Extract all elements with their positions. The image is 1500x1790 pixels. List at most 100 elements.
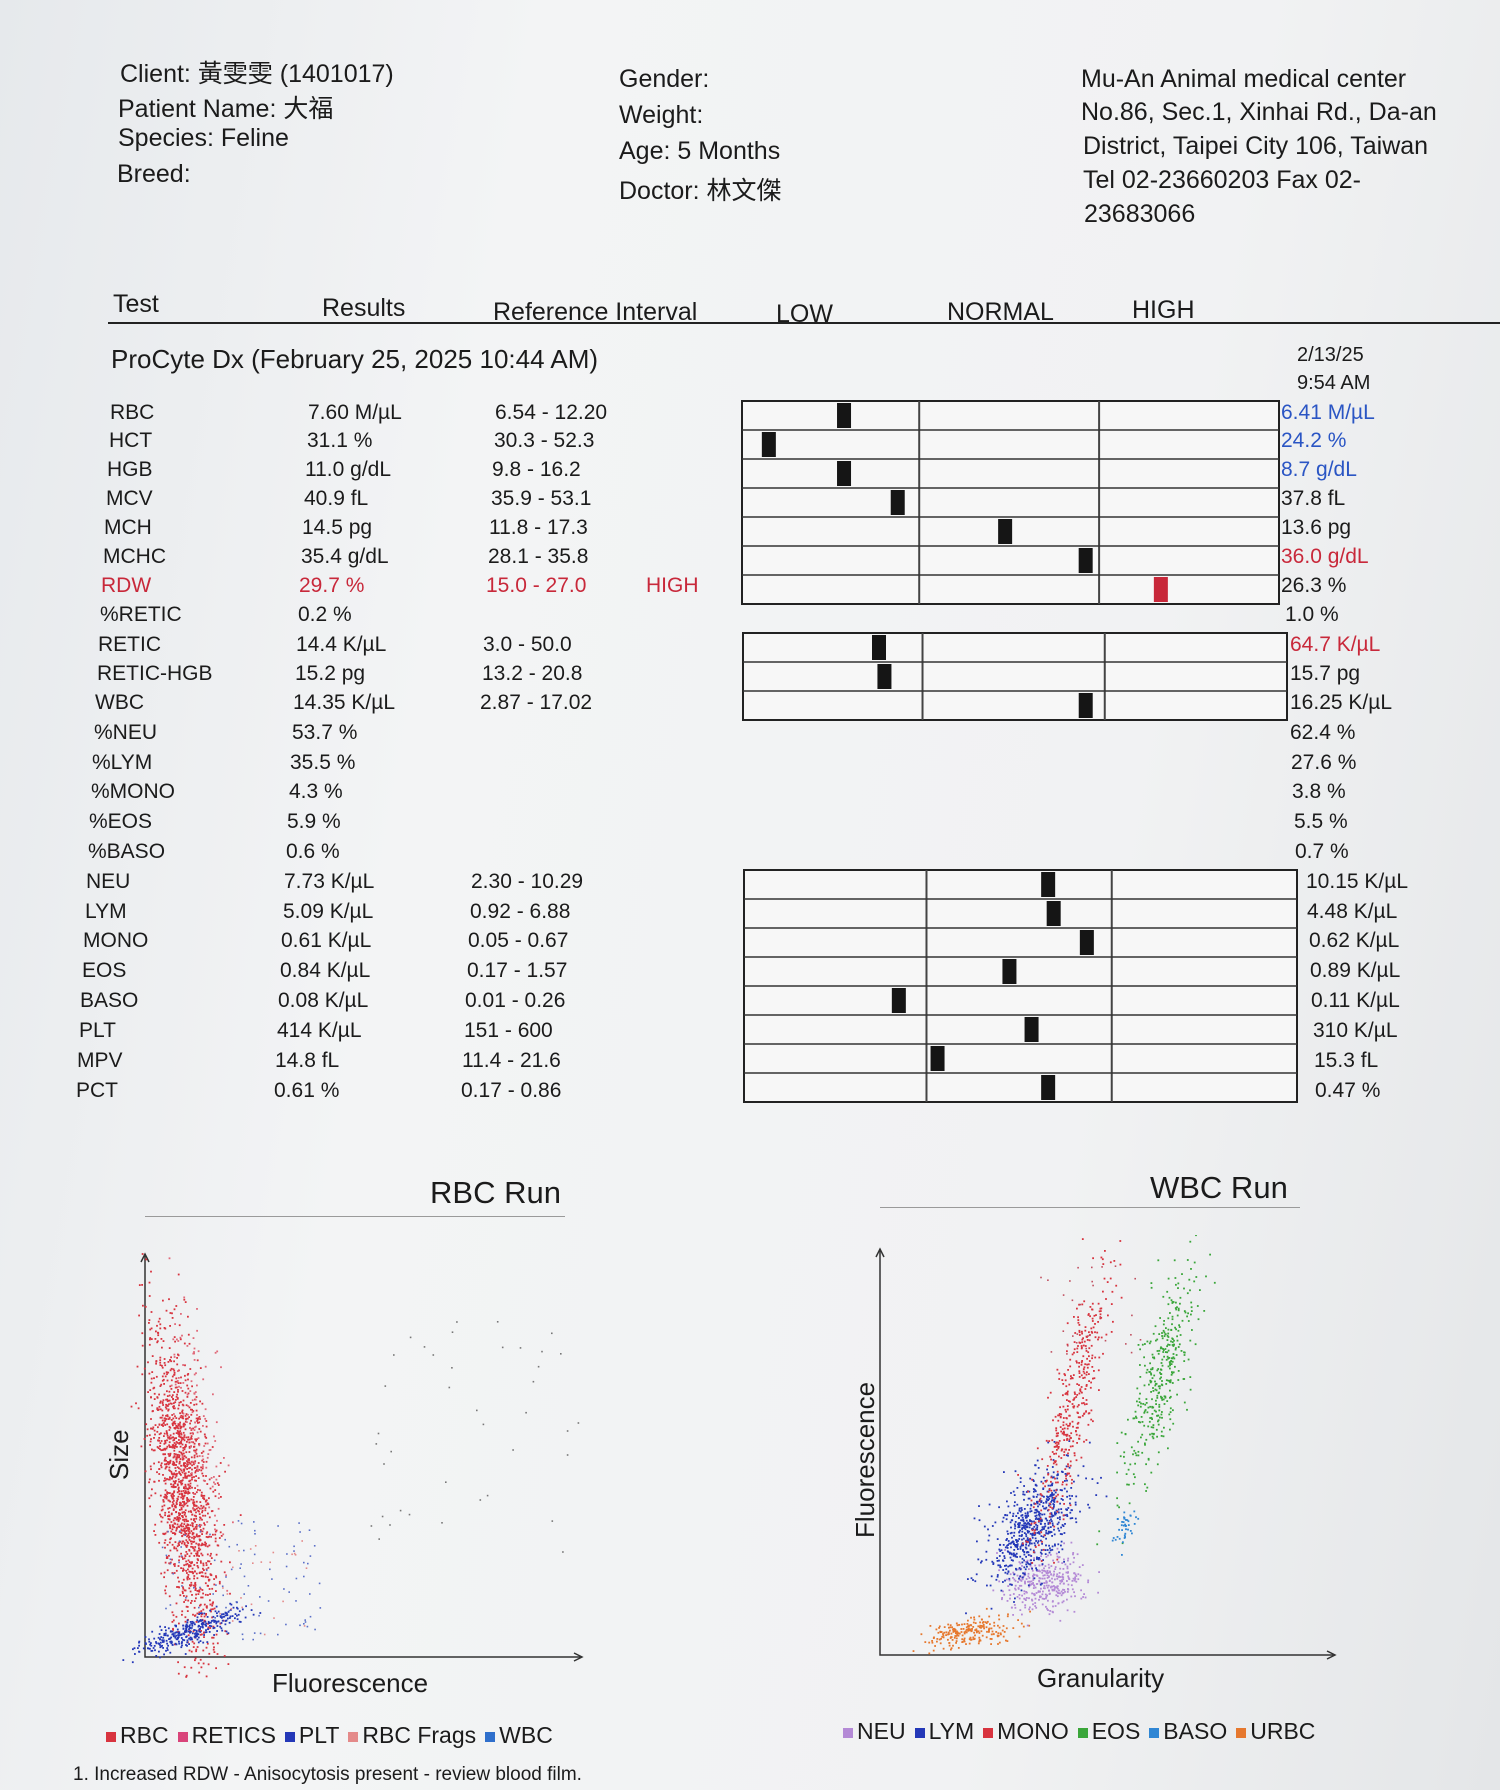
previous-result: 0.7 % [1295, 840, 1349, 863]
header-rule [108, 322, 1500, 324]
test-result: 40.9 fL [304, 487, 369, 510]
result-row: WBC 14.35 K/µL 2.87 - 17.02 16.25 K/µL [0, 691, 1500, 717]
reference-interval: 11.4 - 21.6 [462, 1049, 561, 1072]
previous-result: 26.3 % [1281, 574, 1347, 597]
plt-scatter [161, 1520, 322, 1641]
rbc-run-xlabel: Fluorescence [272, 1668, 429, 1698]
previous-result: 24.2 % [1281, 429, 1347, 452]
test-result: 14.4 K/µL [296, 633, 387, 656]
test-name: RBC [110, 401, 155, 424]
test-result: 0.2 % [298, 603, 352, 626]
range-marker [1041, 1075, 1056, 1100]
range-marker [998, 519, 1013, 544]
age: Age: 5 Months [619, 137, 781, 165]
previous-result: 37.8 fL [1281, 487, 1346, 510]
rbc-run-scatter [122, 1252, 584, 1678]
previous-time: 9:54 AM [1297, 372, 1371, 394]
range-bar-frame [741, 400, 1280, 605]
result-row: RDW 29.7 % 15.0 - 27.0 HIGH 26.3 % [0, 574, 1500, 600]
doctor: Doctor: 林文傑 [619, 177, 782, 205]
col-high: HIGH [1132, 296, 1195, 324]
gender: Gender: [619, 65, 710, 93]
reference-interval: 0.05 - 0.67 [468, 929, 569, 952]
legend-swatch [348, 1731, 359, 1742]
test-name: %RETIC [100, 603, 182, 626]
legend-item: PLT [284, 1722, 340, 1748]
legend-item: RBC Frags [348, 1722, 476, 1748]
result-row: MCV 40.9 fL 35.9 - 53.1 37.8 fL [0, 487, 1500, 513]
range-marker [890, 490, 905, 515]
test-name: HGB [107, 458, 153, 481]
legend-label: RETICS [191, 1722, 276, 1748]
lym-cluster [965, 1440, 1108, 1615]
legend-item: RETICS [177, 1722, 276, 1748]
result-row: RBC 7.60 M/µL 6.54 - 12.20 6.41 M/µL [0, 401, 1500, 427]
reference-interval: 35.9 - 53.1 [491, 487, 592, 510]
legend-swatch [177, 1731, 188, 1742]
test-result: 7.73 K/µL [284, 870, 375, 893]
test-result: 4.3 % [289, 780, 343, 803]
clinic-line-5: 23683066 [1084, 200, 1196, 228]
wbc-scatter [370, 1321, 580, 1553]
previous-result: 3.8 % [1292, 780, 1346, 803]
range-marker [1079, 930, 1094, 955]
test-name: WBC [95, 691, 144, 714]
previous-result: 310 K/µL [1313, 1019, 1398, 1042]
previous-result: 0.11 K/µL [1311, 989, 1400, 1012]
wbc-run-title: WBC Run [1150, 1170, 1288, 1205]
retics-cluster [168, 1257, 234, 1592]
result-row: %RETIC 0.2 % 1.0 % [0, 603, 1500, 629]
legend-swatch [914, 1727, 925, 1738]
result-row: BASO 0.08 K/µL 0.01 - 0.26 0.11 K/µL [0, 989, 1500, 1015]
result-row: RETIC-HGB 15.2 pg 13.2 - 20.8 15.7 pg [0, 662, 1500, 688]
result-row: EOS 0.84 K/µL 0.17 - 1.57 0.89 K/µL [0, 959, 1500, 985]
plot-axes [144, 1254, 582, 1658]
reference-interval: 2.30 - 10.29 [471, 870, 584, 893]
reference-interval: 151 - 600 [464, 1019, 553, 1042]
test-result: 0.61 K/µL [281, 929, 372, 952]
test-result: 0.61 % [274, 1079, 340, 1102]
high-flag: HIGH [646, 574, 699, 597]
test-name: BASO [80, 989, 139, 1012]
range-marker [1078, 548, 1093, 573]
result-row: %EOS 5.9 % 5.5 % [0, 810, 1500, 836]
reference-interval: 0.01 - 0.26 [465, 989, 566, 1012]
legend-label: RBC [120, 1722, 169, 1748]
test-result: 7.60 M/µL [308, 401, 402, 424]
test-result: 14.5 pg [302, 516, 373, 539]
previous-result: 5.5 % [1294, 810, 1348, 833]
wbc-run-ylabel: Fluorescence [850, 1381, 880, 1538]
reference-interval: 3.0 - 50.0 [483, 633, 572, 656]
col-results: Results [322, 294, 406, 322]
test-result: 5.9 % [287, 810, 341, 833]
previous-result: 62.4 % [1290, 721, 1356, 744]
result-row: PLT 414 K/µL 151 - 600 310 K/µL [0, 1019, 1500, 1045]
legend-swatch [106, 1731, 116, 1742]
previous-result: 8.7 g/dL [1281, 458, 1357, 481]
previous-result: 1.0 % [1285, 603, 1339, 626]
reference-interval: 0.17 - 1.57 [467, 959, 568, 982]
wbc-run-xlabel: Granularity [1037, 1663, 1165, 1693]
previous-result: 27.6 % [1291, 751, 1357, 774]
legend-swatch [485, 1731, 496, 1742]
reference-interval: 13.2 - 20.8 [482, 662, 583, 685]
rbc-cluster [130, 1253, 242, 1678]
test-result: 31.1 % [307, 429, 373, 452]
result-row: MONO 0.61 K/µL 0.05 - 0.67 0.62 K/µL [0, 929, 1500, 955]
rbc-run-title-rule [145, 1216, 565, 1217]
test-name: %MONO [91, 780, 175, 803]
range-marker [837, 461, 852, 486]
legend-label: PLT [298, 1722, 340, 1748]
legend-item: BASO [1149, 1718, 1227, 1744]
eos-cluster [1096, 1235, 1216, 1546]
test-name: EOS [82, 959, 127, 982]
previous-result: 0.62 K/µL [1309, 929, 1400, 952]
species: Species: Feline [118, 124, 289, 152]
plt-cluster [122, 1601, 262, 1664]
range-bars [741, 400, 1298, 1103]
test-result: 29.7 % [299, 574, 365, 597]
test-result: 35.5 % [290, 751, 356, 774]
previous-result: 64.7 K/µL [1290, 633, 1381, 656]
legend-swatch [284, 1731, 295, 1742]
